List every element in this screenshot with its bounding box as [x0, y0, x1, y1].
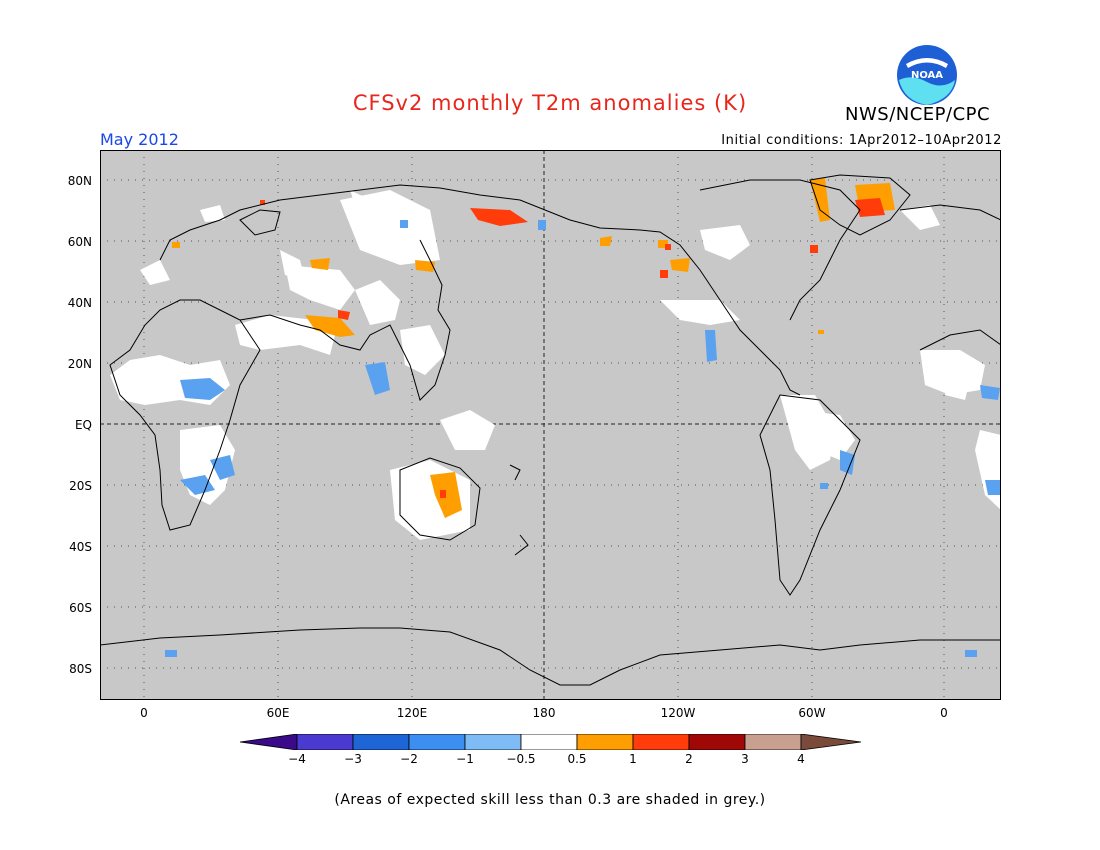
- lat-label: 40S: [69, 540, 92, 554]
- lat-label: 60S: [69, 601, 92, 615]
- lat-label: 80N: [67, 174, 92, 188]
- noaa-logo: NOAA: [897, 45, 957, 105]
- colorbar-tick-label: −1: [456, 752, 474, 766]
- lat-label: 80S: [69, 662, 92, 676]
- lat-label: 20N: [67, 357, 92, 371]
- lon-label: 60W: [798, 706, 826, 720]
- world-map: [100, 150, 1001, 700]
- lat-label: 60N: [67, 235, 92, 249]
- forecast-month-label: May 2012: [100, 130, 179, 149]
- colorbar-tick-label: 1: [629, 752, 637, 766]
- coastlines: [100, 174, 1001, 686]
- lon-label: 60E: [266, 706, 290, 720]
- colorbar-tick-label: 2: [685, 752, 693, 766]
- colorbar-arrow-low: [240, 734, 298, 750]
- organization-label: NWS/NCEP/CPC: [845, 104, 991, 125]
- colorbar-tick-label: −3: [344, 752, 362, 766]
- noaa-logo-text: NOAA: [911, 70, 943, 81]
- colorbar-tick-label: −4: [288, 752, 306, 766]
- colorbar: [240, 734, 862, 750]
- colorbar-tick-label: 4: [797, 752, 805, 766]
- lat-label: 40N: [67, 296, 92, 310]
- lon-label: 120W: [660, 706, 696, 720]
- below-normal-areas: [165, 220, 1001, 657]
- lon-label: 0: [940, 706, 948, 720]
- map-frame: [100, 150, 1001, 700]
- colorbar-tick-label: −0.5: [506, 752, 536, 766]
- initial-conditions-label: Initial conditions: 1Apr2012–10Apr2012: [721, 133, 1002, 148]
- lon-label: 120E: [396, 706, 428, 720]
- equator-dateline-lines: [100, 150, 1001, 700]
- colorbar-tick-label: 3: [741, 752, 749, 766]
- colorbar-tick-label: 0.5: [567, 752, 587, 766]
- lon-label: 180: [532, 706, 556, 720]
- lon-label: 0: [140, 706, 148, 720]
- colorbar-tick-label: −2: [400, 752, 418, 766]
- strong-above-normal-areas: [260, 198, 885, 498]
- map-title: CFSv2 monthly T2m anomalies (K): [352, 91, 748, 115]
- colorbar-arrow-high: [800, 734, 862, 750]
- lat-label: 20S: [69, 479, 92, 493]
- lat-label: EQ: [74, 418, 92, 432]
- skill-footnote: (Areas of expected skill less than 0.3 a…: [334, 792, 766, 808]
- map-background: [100, 150, 1001, 700]
